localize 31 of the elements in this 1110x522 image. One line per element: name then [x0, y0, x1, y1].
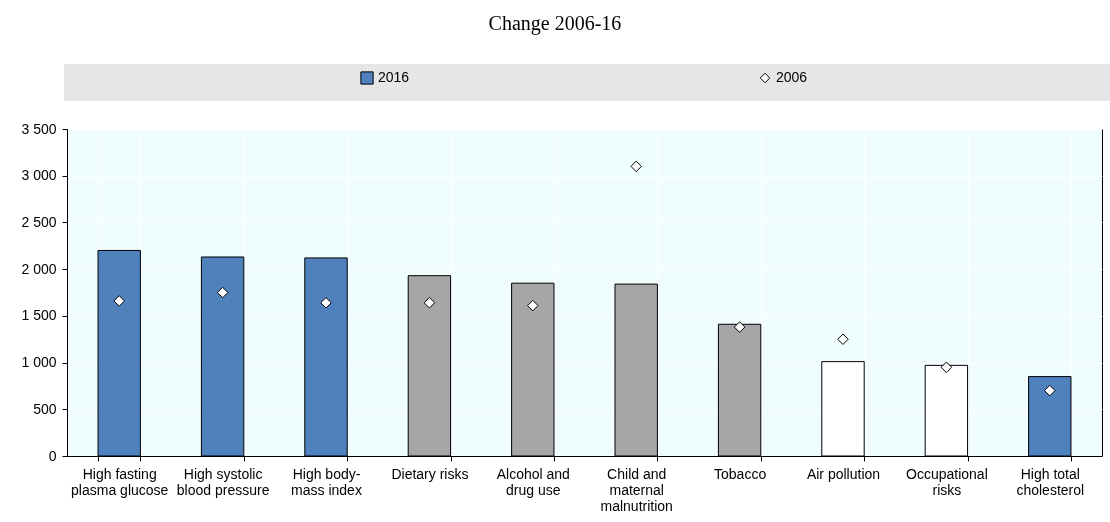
y-tick-label: 1 500	[21, 307, 57, 324]
point	[527, 299, 539, 312]
x-tick-label: High body- mass index	[291, 465, 362, 498]
point	[733, 321, 746, 333]
legend-label: 2006	[776, 69, 808, 85]
legend-label: 2016	[378, 69, 410, 85]
x-tick-label: High total cholesterol	[1016, 465, 1085, 498]
x-tick-label: Child and maternal malnutrition	[600, 465, 673, 514]
point	[113, 295, 125, 307]
y-tick-label: 1 000	[21, 354, 57, 371]
x-tick-label: Occupational risks	[906, 465, 988, 498]
point	[630, 160, 642, 173]
x-tick-label: High fasting plasma glucose	[71, 465, 169, 498]
y-tick-label: 2 500	[21, 213, 57, 230]
point	[216, 286, 229, 299]
x-tick-label: Air pollution	[806, 465, 881, 482]
y-tick-label: 3 500	[21, 120, 57, 137]
y-tick-label: 500	[33, 400, 57, 417]
y-tick-label: 0	[48, 447, 57, 464]
point	[940, 361, 953, 373]
x-tick-label: Dietary risks	[391, 465, 469, 482]
y-tick-label: 3 000	[21, 167, 57, 184]
x-tick-label: Alcohol and drug use	[496, 465, 570, 498]
point	[320, 297, 332, 309]
point	[423, 297, 436, 309]
chart-title: Change 2006-16	[487, 12, 623, 35]
point	[1044, 384, 1056, 397]
y-tick-label: 2 000	[21, 260, 57, 277]
point	[837, 333, 849, 345]
x-tick-label: High systolic blood pressure	[176, 465, 270, 498]
x-tick-label: Tobacco	[714, 465, 767, 482]
